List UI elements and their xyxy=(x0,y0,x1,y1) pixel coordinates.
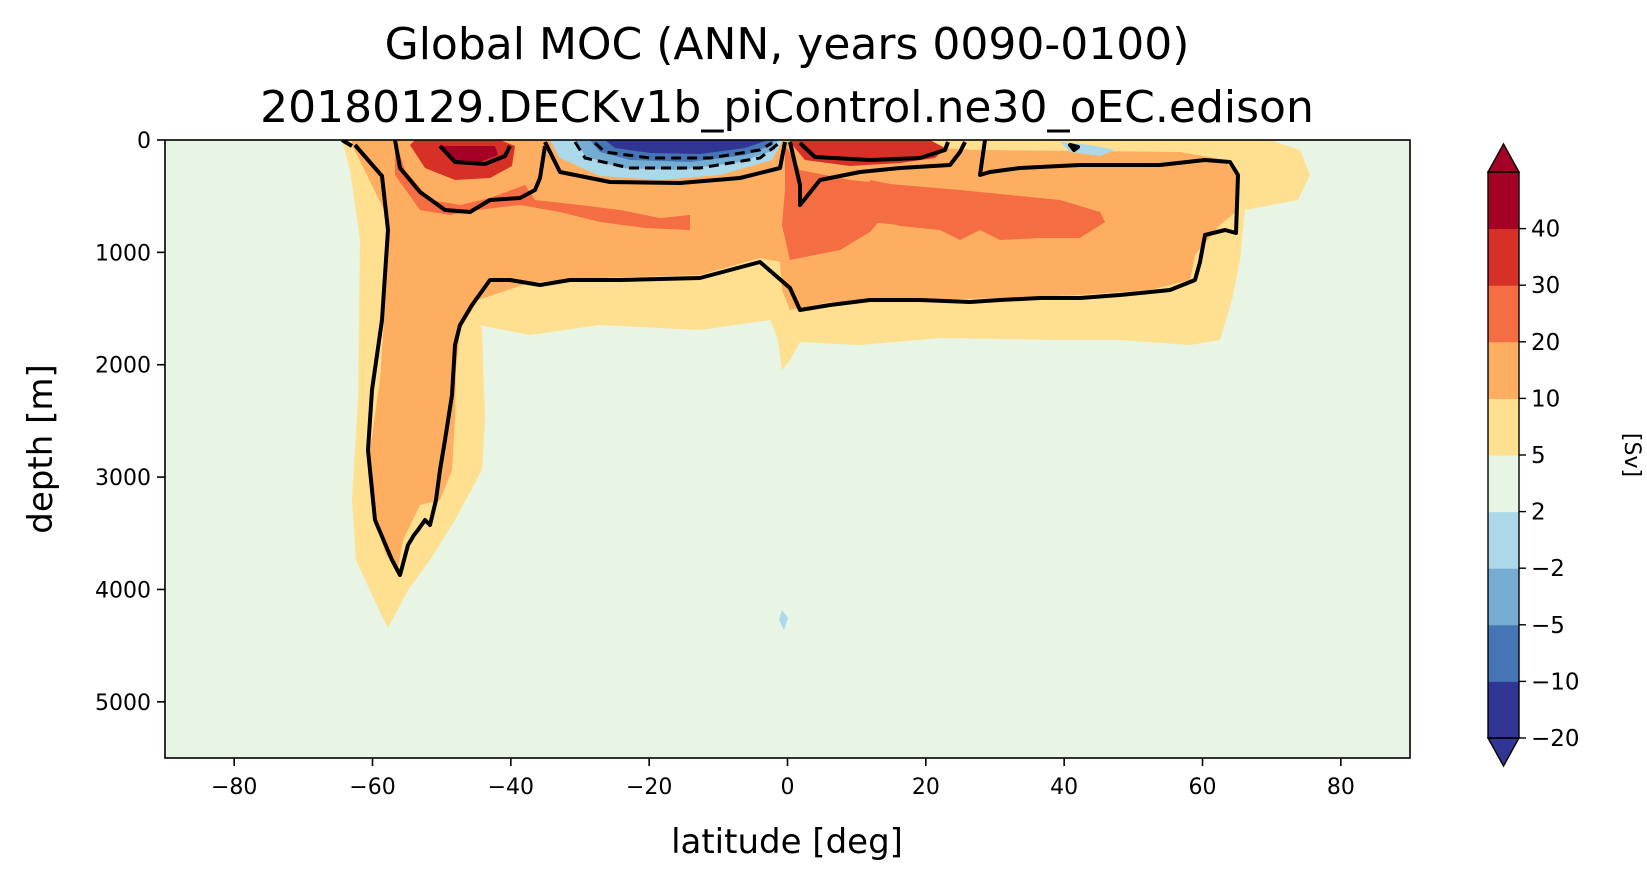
band-10-20-southern xyxy=(395,140,690,230)
colorbar-tick-label: −10 xyxy=(1531,669,1580,695)
contour-5-southern-deep-cell xyxy=(340,140,1240,577)
colorbar-tick-label: 10 xyxy=(1531,386,1560,412)
contour-20-northern xyxy=(798,141,950,162)
x-tick-label: 80 xyxy=(1327,775,1355,800)
x-tick-label: −40 xyxy=(488,775,534,800)
colorbar-segment xyxy=(1488,511,1519,569)
x-tick-label: 40 xyxy=(1050,775,1078,800)
colorbar-tick-label: −5 xyxy=(1531,613,1565,639)
contour-5-northern-upper xyxy=(788,141,967,207)
colorbar-tick-label: 20 xyxy=(1531,330,1560,356)
colorbar-segment xyxy=(1488,455,1519,513)
colorbar-tick-label: −20 xyxy=(1531,726,1580,752)
contour-5-tropical-south xyxy=(543,141,787,185)
colorbar-label: [Sv] xyxy=(1619,433,1644,477)
y-tick-label: 0 xyxy=(137,129,151,154)
x-ticks: −80 −60 −40 −20 0 20 40 60 80 xyxy=(211,758,1355,800)
colorbar-segment xyxy=(1488,398,1519,456)
colorbar-segment xyxy=(1488,172,1519,230)
x-tick-label: 20 xyxy=(912,775,940,800)
colorbar: −20 −10 −5 −2 2 5 10 20 30 40 xyxy=(1486,142,1580,768)
colorbar-segment xyxy=(1488,568,1519,626)
y-tick-label: 1000 xyxy=(95,241,151,266)
colorbar-tick-label: 5 xyxy=(1531,443,1546,469)
colorbar-tick-label: 2 xyxy=(1531,500,1546,526)
colorbar-tick-label: 40 xyxy=(1531,217,1560,243)
y-tick-label: 4000 xyxy=(95,578,151,603)
contour-5-southern-upper xyxy=(393,140,547,214)
y-ticks: 0 1000 2000 3000 4000 5000 xyxy=(95,129,165,716)
contour-20-southern xyxy=(438,144,512,166)
x-tick-label: 0 xyxy=(781,775,795,800)
colorbar-segment xyxy=(1488,341,1519,399)
x-tick-label: −60 xyxy=(349,775,395,800)
contour-small-north-spot xyxy=(1068,143,1080,152)
colorbar-segment xyxy=(1488,624,1519,682)
band-10-20-tropical-north xyxy=(870,180,900,225)
chart-title: Global MOC (ANN, years 0090-0100) xyxy=(385,19,1190,70)
x-tick-label: 60 xyxy=(1189,775,1217,800)
band-5-10-southern xyxy=(352,140,1238,568)
band-30-40-southern xyxy=(440,146,498,162)
x-tick-label: −80 xyxy=(211,775,257,800)
colorbar-tick-label: −2 xyxy=(1531,556,1565,582)
y-tick-label: 3000 xyxy=(95,466,151,491)
colorbar-extend-low xyxy=(1486,737,1521,768)
y-tick-label: 2000 xyxy=(95,354,151,379)
contour-neg-5-tropical xyxy=(573,141,779,170)
plot-area xyxy=(165,140,1410,758)
x-tick-label: −20 xyxy=(626,775,672,800)
x-axis-label: latitude [deg] xyxy=(671,822,903,862)
colorbar-extend-high xyxy=(1486,142,1521,173)
colorbar-segment xyxy=(1488,681,1519,739)
band-neg-20-tropical xyxy=(605,140,768,154)
chart-subtitle: 20180129.DECKv1b_piControl.ne30_oEC.edis… xyxy=(260,82,1314,133)
colorbar-tick-label: 30 xyxy=(1531,273,1560,299)
contour-neg-10-tropical xyxy=(593,141,773,160)
y-tick-label: 5000 xyxy=(95,691,151,716)
colorbar-segment xyxy=(1488,285,1519,343)
y-axis-label: depth [m] xyxy=(21,364,61,533)
band-neg-spot-deep xyxy=(779,610,788,630)
band-10-20-northern xyxy=(782,145,1105,260)
colorbar-segment xyxy=(1488,228,1519,286)
